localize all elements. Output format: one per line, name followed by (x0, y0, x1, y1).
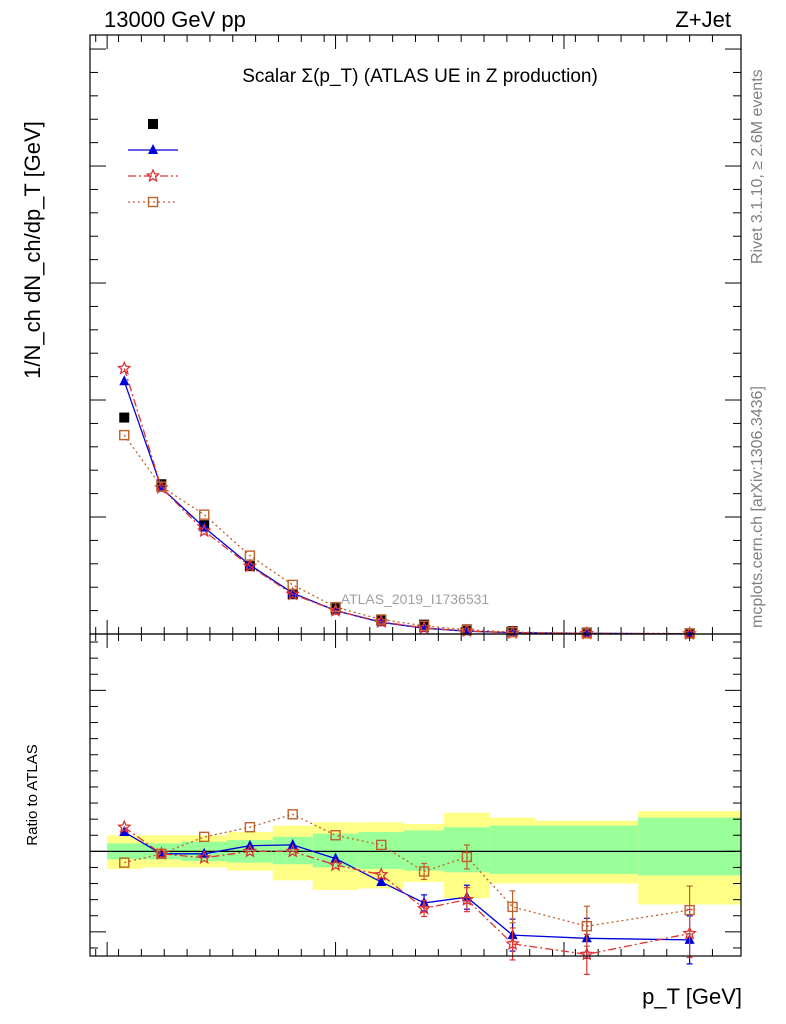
main-series-open-square (119, 429, 695, 639)
ratio-series-open-square (119, 809, 695, 947)
main-data-point (287, 579, 298, 591)
main-data-point (376, 614, 387, 625)
ratio-inner-band (535, 825, 639, 874)
ratio-data-point (376, 875, 387, 886)
main-data-point (119, 375, 130, 386)
mcplots-source-label: mcplots.cern.ch [arXiv:1306.3436] (749, 386, 766, 628)
legend-marker-triangle (148, 144, 158, 154)
legend-marker-open-square (147, 196, 159, 208)
main-series-line (123, 434, 690, 635)
ratio-data-point (285, 843, 301, 858)
main-data-point (418, 620, 430, 632)
ratio-data-point (505, 936, 520, 951)
ratio-data-point (242, 843, 258, 858)
ratio-data-point (156, 848, 167, 859)
ratio-data-point (507, 901, 518, 913)
ratio-data-point (119, 857, 130, 868)
ratio-data-point (328, 857, 343, 872)
main-data-point (119, 412, 130, 423)
ratio-data-point (376, 839, 387, 851)
ratio-inner-band (489, 825, 536, 874)
main-data-point (581, 628, 593, 639)
x-axis-label: p_T [GeV] (642, 984, 742, 1009)
ratio-data-point (196, 850, 212, 864)
header-process-label: Z+Jet (675, 7, 731, 32)
ratio-series-line (123, 826, 690, 956)
ratio-data-point (116, 819, 132, 834)
chart-title: Scalar Σ(p_T) (ATLAS UE in Z production) (242, 66, 598, 87)
ratio-panel (90, 634, 741, 975)
ratio-data-point (416, 900, 432, 915)
ratio-series-star (116, 819, 697, 975)
ratio-data-point (581, 921, 593, 932)
ratio-data-point (373, 867, 389, 881)
main-data-point (199, 509, 210, 520)
main-y-axis-label: 1/N_ch dN_ch/dp_T [GeV] (20, 121, 45, 379)
main-data-point (244, 550, 256, 561)
main-data-point (507, 626, 518, 638)
ratio-data-point (244, 822, 256, 833)
main-data-point (119, 429, 130, 441)
main-data-point (196, 523, 212, 538)
ratio-data-point (579, 946, 595, 961)
main-data-point (285, 586, 300, 601)
ratio-panel-frame (89, 633, 742, 957)
ratio-inner-band (358, 832, 405, 870)
ratio-data-point (418, 866, 430, 877)
header-energy-label: 13000 GeV pp (104, 7, 246, 32)
main-data-point (242, 558, 258, 573)
main-series-line (123, 368, 690, 635)
main-data-point (156, 481, 167, 492)
ratio-y-axis-label: Ratio to ATLAS (24, 744, 41, 845)
ratio-inner-band (638, 817, 741, 876)
ratio-data-point (330, 830, 341, 841)
main-panel-frame (89, 34, 742, 635)
analysis-watermark: ATLAS_2019_I1736531 (341, 591, 490, 607)
main-data-point (117, 360, 132, 375)
legend-marker-star (145, 168, 161, 183)
main-data-point (330, 601, 341, 613)
ratio-data-point (119, 826, 130, 837)
main-panel (90, 35, 741, 640)
legend (128, 119, 178, 208)
ratio-data-point (684, 904, 695, 916)
legend-marker-square (148, 119, 158, 129)
ratio-series-line (124, 813, 690, 927)
rivet-version-label: Rivet 3.1.10, ≥ 2.6M events (749, 69, 766, 264)
ratio-data-point (682, 925, 697, 940)
ratio-data-point (459, 891, 475, 906)
ratio-data-point (287, 809, 298, 820)
ratio-data-point (199, 831, 210, 843)
ratio-data-point (461, 851, 473, 863)
